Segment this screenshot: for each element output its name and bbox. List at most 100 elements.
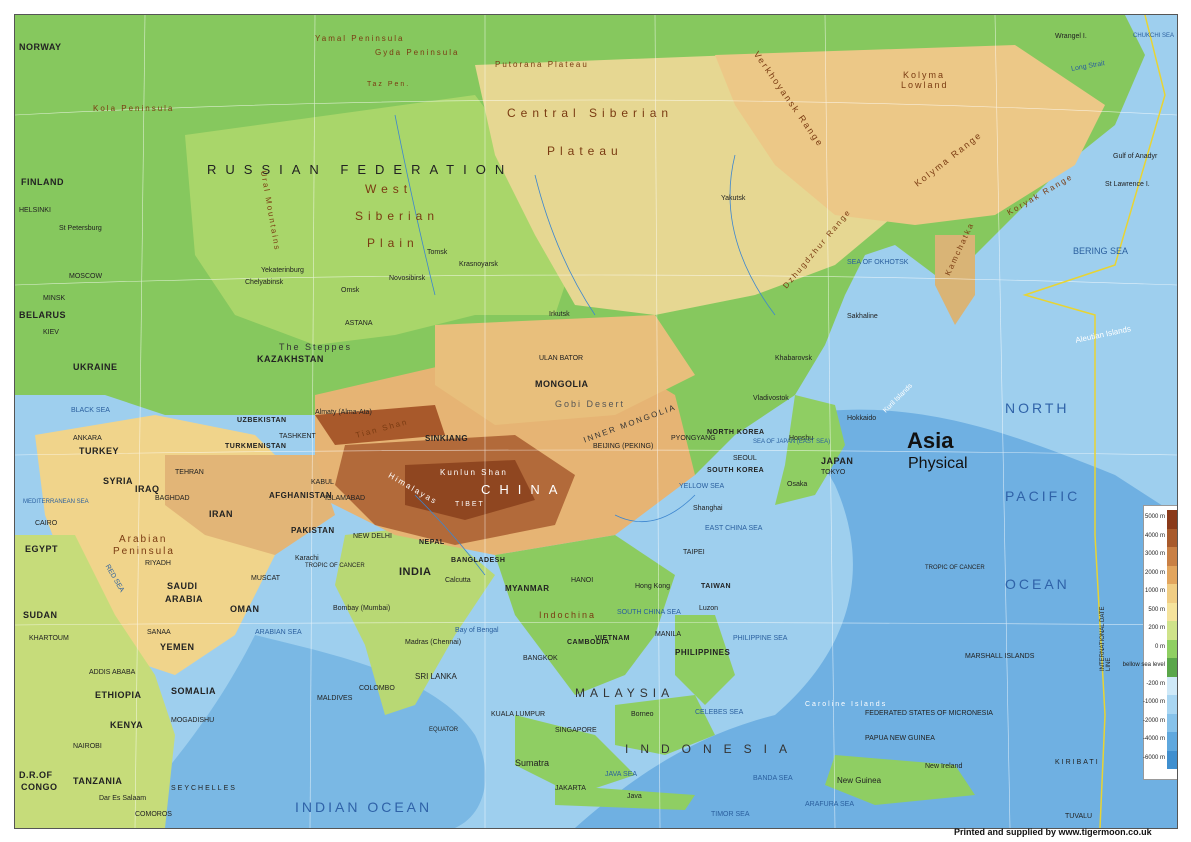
- city-nairobi: NAIROBI: [73, 743, 102, 750]
- legend-row: 5000 m: [1144, 510, 1177, 529]
- legend-swatch: [1167, 621, 1177, 640]
- map-frame: RUSSIAN FEDERATION West Siberian Plain C…: [14, 14, 1178, 829]
- label-kunlun: Kunlun Shan: [440, 468, 508, 477]
- label-java-sea: JAVA SEA: [605, 771, 638, 778]
- city-jakarta: JAKARTA: [555, 785, 586, 792]
- city-pyongyang: PYONGYANG: [671, 435, 716, 442]
- city-colombo: COLOMBO: [359, 685, 395, 692]
- legend-swatch: [1167, 658, 1177, 677]
- label-saudi: SAUDI: [167, 581, 198, 591]
- city-omsk: Omsk: [341, 287, 360, 294]
- legend-row: -6000 m: [1142, 750, 1177, 769]
- label-indochina: Indochina: [539, 610, 597, 620]
- label-steppes: The Steppes: [279, 342, 353, 352]
- legend-swatch: [1167, 565, 1177, 584]
- label-congo: CONGO: [21, 782, 58, 792]
- legend-row: -200 m: [1144, 676, 1177, 695]
- city-moscow: MOSCOW: [69, 273, 103, 280]
- city-irkutsk: Irkutsk: [549, 311, 570, 318]
- label-taz: Taz Pen.: [367, 81, 411, 88]
- label-philippine-sea: PHILIPPINE SEA: [733, 635, 788, 642]
- label-oman: OMAN: [230, 604, 260, 614]
- label-finland: FINLAND: [21, 177, 64, 187]
- city-osaka: Osaka: [787, 481, 808, 488]
- city-mumbai: Bombay (Mumbai): [333, 605, 391, 612]
- label-st-lawrence: St Lawrence I.: [1105, 181, 1150, 188]
- label-south-korea: SOUTH KOREA: [707, 467, 765, 474]
- elevation-legend: 5000 m 4000 m 3000 m 2000 m 1000 m 500 m 200 m…: [1123, 505, 1177, 780]
- legend-row: -2000 m: [1143, 713, 1177, 732]
- city-muscat: MUSCAT: [251, 575, 281, 582]
- city-baghdad: BAGHDAD: [155, 495, 190, 502]
- label-hokkaido: Hokkaido: [847, 415, 877, 422]
- label-japan: JAPAN: [821, 456, 854, 466]
- label-plateau: Plateau: [547, 144, 623, 158]
- city-islamabad: ISLAMABAD: [325, 495, 366, 502]
- legend-swatch: [1167, 732, 1177, 751]
- map-relief: [15, 15, 1177, 828]
- label-cambodia: CAMBODIA: [567, 639, 610, 646]
- label-yemen: YEMEN: [160, 642, 195, 652]
- label-drc: D.R.OF: [19, 770, 53, 780]
- label-peninsula: Peninsula: [113, 546, 175, 557]
- legend-swatch: [1167, 676, 1177, 695]
- label-new-guinea: New Guinea: [837, 776, 882, 785]
- legend-label: -200 m: [1146, 680, 1165, 687]
- label-syria: SYRIA: [103, 476, 134, 486]
- label-norway: NORWAY: [19, 42, 62, 52]
- label-lowland: Lowland: [901, 80, 949, 90]
- city-st-petersburg: St Petersburg: [59, 225, 102, 232]
- legend-label: -6000 m: [1142, 754, 1165, 761]
- label-north: NORTH: [1005, 400, 1070, 416]
- label-tanzania: TANZANIA: [73, 776, 123, 786]
- label-somalia: SOMALIA: [171, 686, 216, 696]
- label-okhotsk: SEA OF OKHOTSK: [847, 259, 909, 266]
- label-iran: IRAN: [209, 509, 233, 519]
- label-sri-lanka: SRI LANKA: [415, 672, 457, 681]
- label-celebes-sea: CELEBES SEA: [695, 709, 744, 716]
- city-almaty: Almaty (Alma-Ata): [315, 409, 372, 416]
- map-subtitle: Physical: [908, 455, 968, 472]
- city-khartoum: KHARTOUM: [29, 635, 69, 642]
- label-pakistan: PAKISTAN: [291, 526, 335, 535]
- label-myanmar: MYANMAR: [505, 584, 550, 593]
- label-bangladesh: BANGLADESH: [451, 557, 506, 564]
- label-kolyma: Kolyma: [903, 70, 946, 80]
- label-wrangel: Wrangel I.: [1055, 33, 1087, 40]
- legend-label: 3000 m: [1144, 551, 1165, 557]
- label-bering-sea: BERING SEA: [1073, 246, 1129, 256]
- label-papua: PAPUA NEW GUINEA: [865, 735, 935, 742]
- label-micronesia: FEDERATED STATES OF MICRONESIA: [865, 710, 993, 717]
- city-ulan-bator: ULAN BATOR: [539, 355, 584, 362]
- label-tropic-cancer: TROPIC OF CANCER: [305, 563, 365, 569]
- city-seoul: SEOUL: [733, 455, 757, 462]
- city-bangkok: BANGKOK: [523, 655, 558, 662]
- label-ukraine: UKRAINE: [73, 362, 118, 372]
- label-vietnam: VIETNAM: [595, 635, 630, 642]
- city-yakutsk: Yakutsk: [721, 195, 746, 202]
- legend-swatch: [1167, 528, 1177, 547]
- city-manila: MANILA: [655, 631, 682, 638]
- label-yamal: Yamal Peninsula: [315, 34, 405, 43]
- label-west: West: [365, 182, 413, 196]
- label-malaysia: MALAYSIA: [575, 686, 675, 700]
- label-caroline: Caroline Islands: [805, 701, 888, 708]
- label-east-china-sea: EAST CHINA SEA: [705, 525, 763, 532]
- label-ocean: OCEAN: [1005, 576, 1070, 592]
- label-arabian-sea: ARABIAN SEA: [255, 629, 302, 636]
- legend-swatch: [1167, 639, 1177, 658]
- label-kiribati: KIRIBATI: [1055, 759, 1100, 766]
- label-bay-of-bengal: Bay of Bengal: [455, 627, 499, 634]
- legend-row: -4000 m: [1143, 732, 1177, 751]
- label-taiwan: TAIWAN: [701, 583, 732, 590]
- label-belarus: BELARUS: [19, 310, 67, 320]
- legend-label: -1000 m: [1142, 699, 1165, 705]
- label-banda-sea: BANDA SEA: [753, 775, 793, 782]
- label-putorana: Putorana Plateau: [495, 60, 589, 69]
- city-shanghai: Shanghai: [693, 505, 723, 512]
- city-tokyo: TOKYO: [821, 469, 846, 476]
- legend-label: 1000 m: [1144, 588, 1165, 594]
- legend-label: 5000 m: [1144, 514, 1165, 520]
- label-chukchi: CHUKCHI SEA: [1133, 33, 1175, 39]
- label-south-china-sea: SOUTH CHINA SEA: [617, 609, 681, 616]
